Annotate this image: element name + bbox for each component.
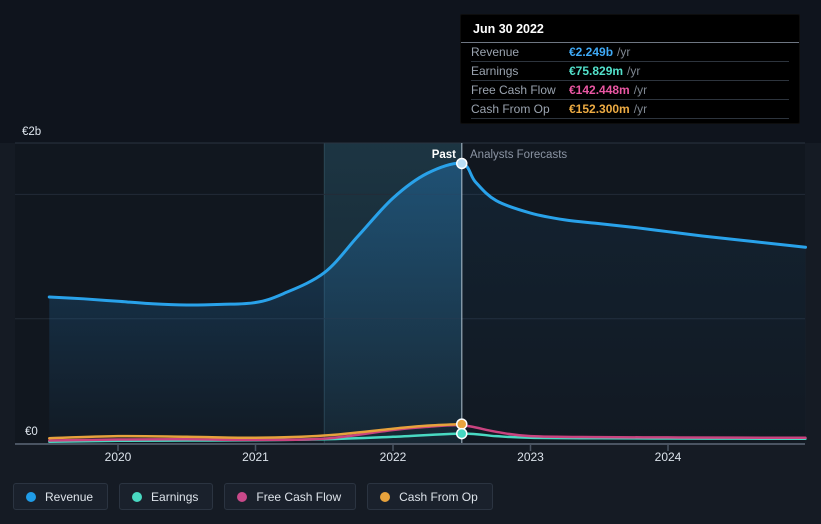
legend-dot-icon (26, 491, 36, 502)
tooltip-row-label: Cash From Op (471, 102, 550, 116)
past-label: Past (431, 149, 456, 161)
tooltip-row-label: Free Cash Flow (471, 83, 556, 97)
legend-item-earnings[interactable]: Earnings (119, 483, 214, 510)
legend-dot-icon (380, 491, 391, 502)
tooltip-rows: Revenue €2.249b/yr Earnings €75.829m/yr Free… (461, 43, 799, 119)
x-axis-label-2022: 2022 (379, 450, 407, 464)
tooltip-row-unit: /yr (617, 45, 631, 59)
series-line-cash-from-op (48, 422, 463, 440)
x-axis-label-2021: 2021 (242, 450, 269, 464)
tooltip-row-label: Earnings (471, 64, 519, 78)
tooltip-row-unit: /yr (633, 83, 648, 97)
tooltip: Jun 30 2022 Revenue €2.249b/yr Earnings €75… (460, 14, 800, 124)
analysts-forecasts-label: Analysts Forecasts (470, 149, 568, 161)
tooltip-row-unit: /yr (633, 102, 648, 116)
legend-item-cash-from-op[interactable]: Cash From Op (367, 483, 493, 510)
tooltip-row-label: Revenue (471, 45, 520, 59)
legend-label: Free Cash Flow (256, 489, 342, 504)
marker-cash-from-op (456, 418, 468, 430)
legend-item-free-cash-flow[interactable]: Free Cash Flow (224, 483, 357, 510)
legend-label: Cash From Op (399, 489, 478, 504)
tooltip-row-value: €142.448m (569, 83, 630, 97)
x-axis-label-2020: 2020 (104, 450, 132, 464)
legend-dot-icon (237, 491, 248, 502)
y-axis-label-zero: €0 (25, 426, 38, 438)
tooltip-row-unit: /yr (627, 64, 641, 78)
x-axis-label-2023: 2023 (517, 450, 544, 464)
tooltip-row-cash-from-op: Cash From Op €152.300m/yr (471, 100, 789, 119)
tooltip-row-value: €75.829m (569, 64, 624, 78)
tooltip-row-value: €152.300m (569, 102, 630, 116)
legend-item-revenue[interactable]: Revenue (13, 483, 109, 510)
tooltip-row-revenue: Revenue €2.249b/yr (471, 43, 789, 62)
chart-canvas[interactable] (0, 0, 821, 470)
legend-label: Revenue (45, 489, 94, 504)
tooltip-row-earnings: Earnings €75.829m/yr (471, 62, 789, 81)
legend-label: Earnings (151, 489, 199, 504)
legend-dot-icon (132, 491, 143, 502)
y-axis-label-top: €2b (22, 126, 42, 138)
tooltip-row-value: €2.249b (569, 45, 614, 59)
tooltip-date: Jun 30 2022 (461, 15, 799, 43)
legend: Revenue Earnings Free Cash Flow Cash From O… (13, 483, 493, 510)
x-axis-label-2024: 2024 (654, 450, 682, 464)
marker-earnings (456, 427, 468, 440)
series-line-revenue (47, 161, 807, 307)
marker-revenue (456, 157, 468, 170)
revenue-area-forecast (461, 163, 806, 444)
tooltip-row-free-cash-flow: Free Cash Flow €142.448m/yr (471, 81, 789, 100)
